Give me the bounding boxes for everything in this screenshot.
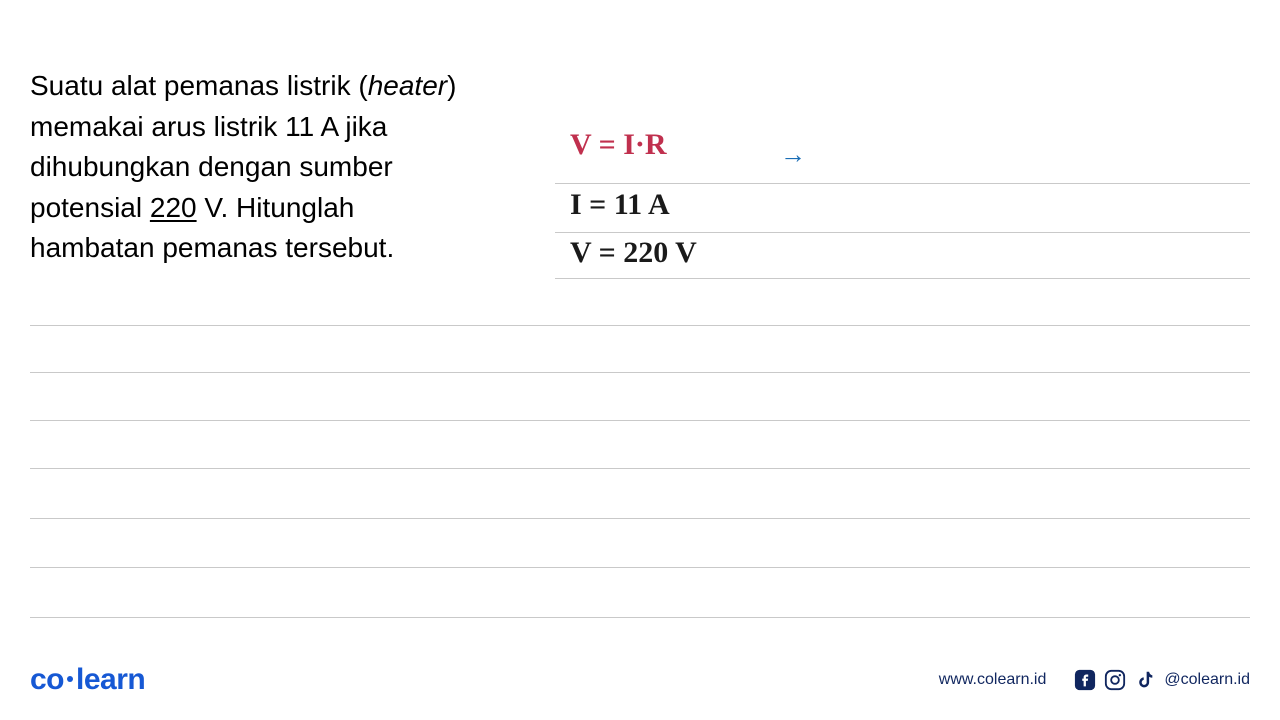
ruled-line: [30, 420, 1250, 421]
facebook-icon: [1074, 669, 1096, 691]
footer-right: www.colearn.id @colearn.id: [939, 669, 1250, 691]
problem-line3: dihubungkan dengan sumber: [30, 151, 393, 182]
handwritten-given-voltage: V = 220 V: [570, 238, 697, 268]
worksheet-area: Suatu alat pemanas listrik (heater) mema…: [0, 0, 1280, 720]
problem-line2: memakai arus listrik 11 A jika: [30, 111, 387, 142]
problem-line4-underline: 220: [150, 192, 197, 223]
ruled-line: [30, 617, 1250, 618]
handwritten-arrow: →: [780, 140, 806, 170]
handwritten-formula: V = I·R: [570, 130, 667, 160]
logo-learn: learn: [76, 663, 145, 696]
problem-line1-italic: heater: [368, 70, 447, 101]
brand-logo: colearn: [30, 663, 145, 697]
logo-dot-icon: [67, 676, 73, 682]
problem-line4-a: potensial: [30, 192, 150, 223]
footer: colearn www.colearn.id @colearn.id: [30, 660, 1250, 700]
problem-line1-b: ): [447, 70, 456, 101]
ruled-line: [30, 567, 1250, 568]
ruled-line: [30, 468, 1250, 469]
problem-statement: Suatu alat pemanas listrik (heater) mema…: [30, 66, 540, 269]
ruled-line: [555, 278, 1250, 279]
social-handle: @colearn.id: [1164, 671, 1250, 689]
problem-line1-a: Suatu alat pemanas listrik (: [30, 70, 368, 101]
social-group: @colearn.id: [1074, 669, 1250, 691]
ruled-line: [555, 183, 1250, 184]
ruled-line: [30, 372, 1250, 373]
website-url: www.colearn.id: [939, 671, 1047, 689]
ruled-line: [555, 232, 1250, 233]
ruled-line: [30, 518, 1250, 519]
handwritten-given-current: I = 11 A: [570, 190, 670, 220]
logo-co: co: [30, 663, 64, 696]
instagram-icon: [1104, 669, 1126, 691]
problem-line5: hambatan pemanas tersebut.: [30, 232, 394, 263]
tiktok-icon: [1134, 669, 1156, 691]
problem-line4-b: V. Hitunglah: [197, 192, 355, 223]
ruled-line: [30, 325, 1250, 326]
